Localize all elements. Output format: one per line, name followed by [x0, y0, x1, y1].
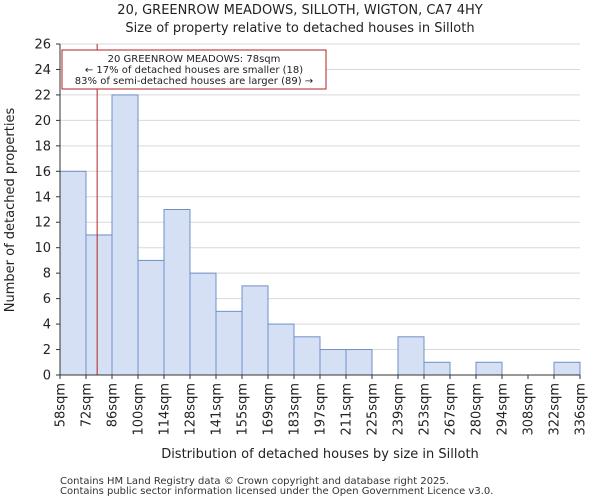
chart-subtitle: Size of property relative to detached ho…: [125, 21, 474, 36]
footer-line-2: Contains public sector information licen…: [60, 486, 493, 497]
x-tick-label: 169sqm: [262, 383, 277, 436]
bar-239sqm: [397, 336, 425, 376]
x-tick-label: 72sqm: [80, 383, 95, 427]
y-tick-label: 12: [34, 216, 51, 231]
x-tick-label: 100sqm: [132, 383, 147, 436]
footer-line-1: Contains HM Land Registry data © Crown c…: [60, 476, 449, 487]
bar-183sqm: [293, 336, 321, 376]
x-tick-label: 211sqm: [340, 383, 355, 436]
x-tick-label: 183sqm: [288, 383, 303, 436]
annotation-border: [61, 49, 327, 90]
x-tick-label: 294sqm: [496, 383, 511, 436]
bar-100sqm: [137, 259, 165, 376]
x-tick-label: 141sqm: [210, 383, 225, 436]
y-tick-label: 24: [34, 63, 51, 78]
x-tick-label: 322sqm: [548, 383, 563, 436]
annotation-box: 20 GREENROW MEADOWS: 78sqm ← 17% of deta…: [61, 49, 327, 90]
x-tick-label: 308sqm: [522, 383, 537, 436]
x-tick-label: 114sqm: [158, 383, 173, 436]
bar-group: [59, 94, 581, 376]
y-tick-label: 8: [43, 267, 51, 282]
y-tick-label: 22: [34, 88, 51, 103]
x-tick-label: 197sqm: [314, 383, 329, 436]
y-tick-label: 20: [34, 114, 51, 129]
x-tick-label: 336sqm: [574, 383, 589, 436]
y-tick-label: 4: [43, 318, 51, 333]
bar-58sqm: [59, 170, 87, 376]
y-tick-label: 2: [43, 343, 51, 358]
bar-128sqm: [189, 272, 217, 376]
bar-197sqm: [319, 349, 347, 376]
x-tick-label: 128sqm: [184, 383, 199, 436]
bar-72sqm: [85, 234, 113, 376]
x-tick-label: 86sqm: [106, 383, 121, 427]
y-tick-label: 10: [34, 241, 51, 256]
y-tick-label: 14: [34, 190, 51, 205]
bar-141sqm: [215, 310, 243, 376]
bar-169sqm: [267, 323, 295, 376]
x-tick-label: 225sqm: [366, 383, 381, 436]
y-axis-label: Number of detached properties: [3, 108, 18, 313]
bar-280sqm: [475, 361, 503, 376]
bar-114sqm: [163, 209, 191, 376]
x-tick-label: 239sqm: [392, 383, 407, 436]
x-tick-label: 253sqm: [418, 383, 433, 436]
x-tick-label: 267sqm: [444, 383, 459, 436]
bar-155sqm: [241, 285, 269, 376]
x-tick-label: 58sqm: [54, 383, 69, 427]
x-axis-ticks: 58sqm 72sqm 86sqm 100sqm 114sqm 128sqm 141sqm 1…: [54, 375, 589, 436]
x-axis-label: Distribution of detached houses by size …: [161, 447, 479, 462]
x-tick-label: 280sqm: [470, 383, 485, 436]
bar-253sqm: [423, 361, 451, 376]
annotation-line-2: ← 17% of detached houses are smaller (18…: [85, 65, 303, 76]
bar-211sqm: [345, 349, 373, 376]
x-tick-label: 155sqm: [236, 383, 251, 436]
y-tick-label: 6: [43, 292, 51, 307]
annotation-line-3: 83% of semi-detached houses are larger (…: [75, 76, 313, 87]
y-tick-label: 16: [34, 165, 51, 180]
y-tick-label: 0: [43, 369, 51, 384]
y-tick-label: 26: [34, 38, 51, 53]
annotation-line-1: 20 GREENROW MEADOWS: 78sqm: [108, 54, 281, 65]
y-tick-label: 18: [34, 139, 51, 154]
bar-322sqm: [553, 361, 581, 376]
chart-title: 20, GREENROW MEADOWS, SILLOTH, WIGTON, C…: [117, 3, 482, 18]
bar-86sqm: [111, 94, 139, 376]
